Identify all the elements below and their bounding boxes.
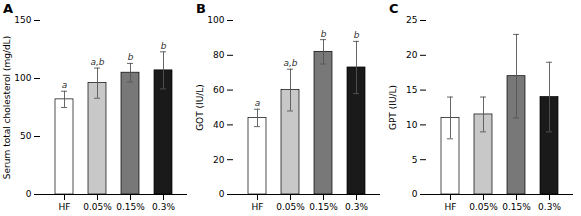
- svg-text:HF: HF: [59, 202, 71, 212]
- svg-text:80: 80: [213, 50, 225, 60]
- svg-text:b: b: [321, 29, 327, 39]
- svg-text:a: a: [255, 98, 261, 108]
- svg-text:b: b: [354, 30, 360, 40]
- svg-text:0.05%: 0.05%: [276, 202, 305, 212]
- svg-text:GOT (IU/L): GOT (IU/L): [195, 84, 205, 131]
- svg-text:100: 100: [207, 15, 224, 25]
- svg-text:a,b: a,b: [90, 57, 104, 67]
- svg-text:0.05%: 0.05%: [83, 202, 112, 212]
- svg-text:0.3%: 0.3%: [345, 202, 368, 212]
- html-text:A: A: [3, 1, 14, 16]
- svg-text:60: 60: [213, 85, 225, 95]
- svg-text:100: 100: [14, 73, 31, 83]
- svg-text:a,b: a,b: [283, 58, 297, 68]
- svg-text:10: 10: [406, 120, 418, 130]
- svg-text:40: 40: [213, 120, 225, 130]
- svg-text:0.15%: 0.15%: [309, 202, 338, 212]
- svg-text:0: 0: [26, 189, 32, 199]
- svg-text:0: 0: [219, 189, 225, 199]
- svg-text:50: 50: [20, 131, 32, 141]
- svg-text:5: 5: [412, 155, 418, 165]
- svg-text:0.3%: 0.3%: [152, 202, 175, 212]
- svg-text:HF: HF: [252, 202, 264, 212]
- svg-text:0.15%: 0.15%: [116, 202, 145, 212]
- html-text:C: C: [389, 1, 399, 16]
- svg-text:HF: HF: [445, 202, 457, 212]
- svg-text:150: 150: [14, 15, 31, 25]
- svg-text:0: 0: [412, 189, 418, 199]
- svg-text:0.05%: 0.05%: [469, 202, 498, 212]
- svg-text:b: b: [128, 52, 134, 62]
- svg-text:b: b: [161, 41, 167, 51]
- svg-text:15: 15: [406, 85, 417, 95]
- svg-text:Serum total cholesterol (mg/dL: Serum total cholesterol (mg/dL): [2, 36, 12, 179]
- svg-text:a: a: [62, 80, 68, 90]
- svg-text:20: 20: [213, 155, 225, 165]
- svg-text:0.3%: 0.3%: [538, 202, 561, 212]
- svg-text:GPT (IU/L): GPT (IU/L): [388, 85, 398, 130]
- svg-text:20: 20: [406, 50, 418, 60]
- html-text:B: B: [196, 1, 206, 16]
- svg-text:25: 25: [406, 15, 417, 25]
- svg-text:0.15%: 0.15%: [502, 202, 531, 212]
